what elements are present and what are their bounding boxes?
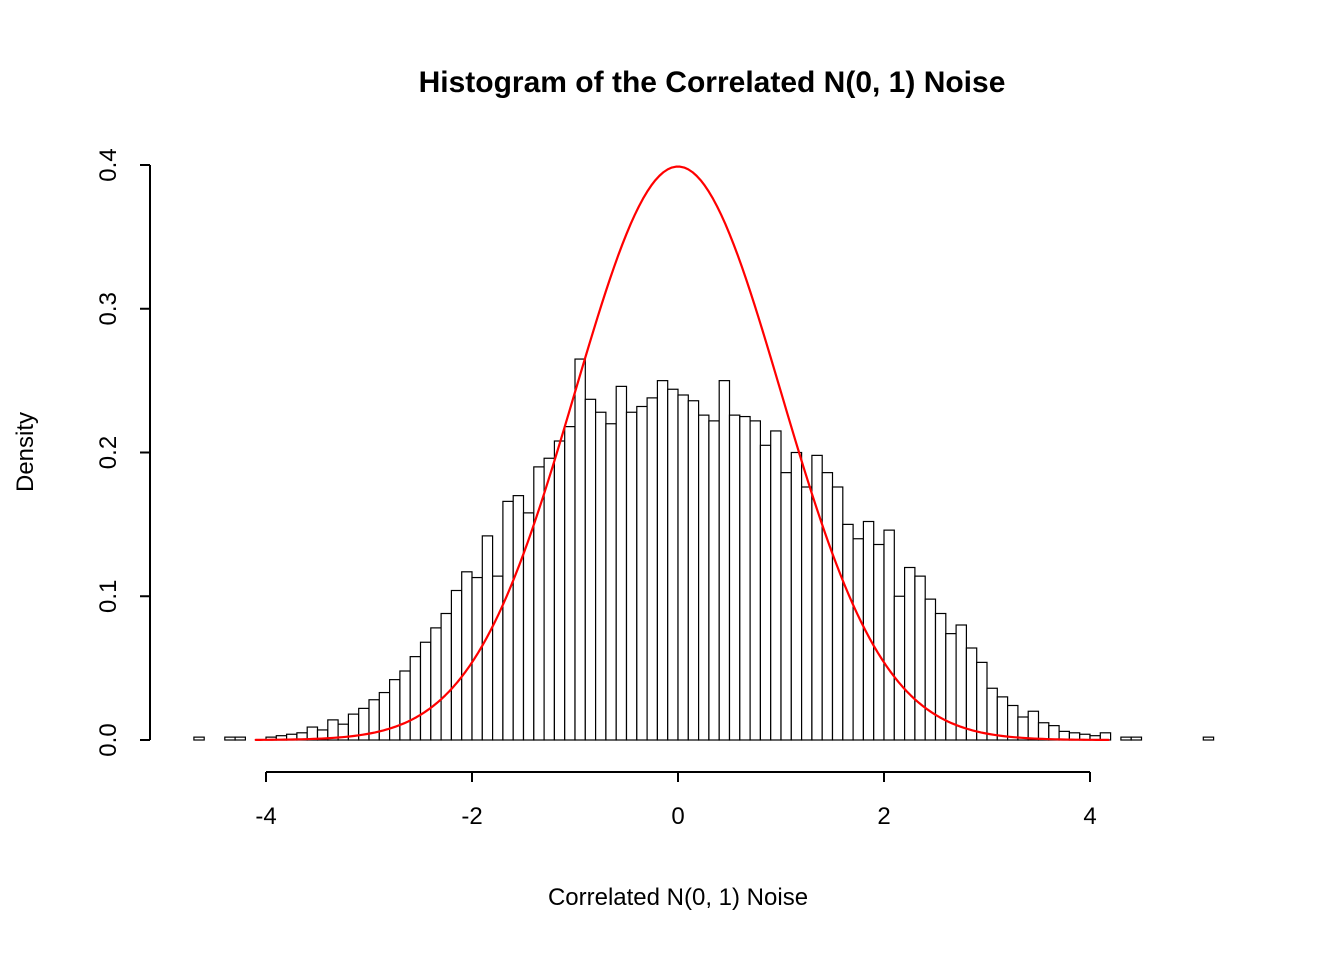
x-tick-label: -4 bbox=[255, 803, 276, 830]
histogram-bar bbox=[646, 397, 658, 741]
histogram-bar bbox=[543, 457, 555, 741]
histogram-bar bbox=[976, 661, 988, 741]
histogram-bar bbox=[934, 612, 947, 741]
histogram-bar bbox=[996, 696, 1009, 741]
histogram-bar bbox=[1202, 736, 1215, 741]
x-tick-label: 2 bbox=[877, 803, 890, 830]
histogram-bars bbox=[193, 358, 1215, 741]
histogram-bar bbox=[708, 420, 720, 741]
histogram-bar bbox=[430, 627, 442, 741]
histogram-bar bbox=[636, 405, 648, 741]
histogram-bar bbox=[440, 612, 453, 741]
y-axis: 0.0 0.1 0.2 0.3 0.4 Density bbox=[12, 148, 151, 757]
x-tick-label: -2 bbox=[461, 803, 482, 830]
histogram-bar bbox=[955, 624, 967, 741]
histogram-bar bbox=[687, 400, 700, 741]
histogram-bar bbox=[193, 736, 205, 741]
histogram-bar bbox=[883, 529, 895, 741]
histogram-bar bbox=[728, 414, 741, 741]
histogram-bar bbox=[512, 495, 525, 741]
histogram-bar bbox=[594, 411, 607, 741]
histogram-bar bbox=[914, 575, 926, 741]
histogram-bar bbox=[893, 595, 906, 741]
histogram-bar bbox=[656, 380, 669, 741]
histogram-bar bbox=[718, 380, 731, 741]
chart-title: Histogram of the Correlated N(0, 1) Nois… bbox=[419, 66, 1006, 99]
histogram-bar bbox=[965, 647, 978, 741]
histogram-bar bbox=[615, 385, 628, 741]
histogram-bar bbox=[419, 641, 432, 741]
histogram-bar bbox=[492, 575, 504, 741]
histogram-bar bbox=[1130, 736, 1143, 741]
histogram-bar bbox=[780, 472, 792, 741]
histogram-bar bbox=[749, 420, 761, 741]
histogram-bar bbox=[574, 358, 586, 741]
histogram-bar bbox=[625, 411, 638, 741]
histogram-bar bbox=[409, 656, 422, 741]
histogram-bar bbox=[739, 415, 751, 741]
histogram-bar bbox=[677, 394, 689, 741]
x-tick-label: 0 bbox=[671, 803, 684, 830]
histogram-bar bbox=[1120, 736, 1132, 741]
histogram-bar bbox=[667, 388, 679, 741]
histogram-bar bbox=[1006, 704, 1019, 741]
histogram-bar bbox=[986, 687, 998, 741]
histogram-bar bbox=[790, 451, 803, 741]
histogram-bar bbox=[842, 523, 854, 741]
histogram-bar bbox=[553, 440, 566, 741]
normal-density-curve bbox=[254, 165, 1110, 742]
x-axis: -4 -2 0 2 4 Correlated N(0, 1) Noise bbox=[255, 771, 1097, 911]
histogram-bar bbox=[831, 486, 844, 741]
histogram-bar bbox=[389, 679, 401, 741]
y-tick-label: 0.1 bbox=[95, 580, 122, 613]
histogram-bar bbox=[1027, 710, 1040, 741]
histogram-bar bbox=[852, 538, 864, 741]
x-tick-label: 4 bbox=[1083, 803, 1096, 830]
y-tick-label: 0.4 bbox=[95, 148, 122, 181]
y-tick-label: 0.3 bbox=[95, 292, 122, 325]
histogram-bar bbox=[584, 398, 597, 741]
histogram-bar bbox=[759, 444, 772, 741]
y-axis-title: Density bbox=[12, 412, 39, 492]
histogram-bar bbox=[903, 566, 916, 741]
histogram-bar bbox=[234, 736, 247, 741]
histogram-bar bbox=[800, 486, 813, 741]
y-tick-label: 0.0 bbox=[95, 723, 122, 756]
histogram-bar bbox=[1048, 725, 1060, 741]
y-tick-label: 0.2 bbox=[95, 436, 122, 469]
histogram-bar bbox=[378, 691, 391, 741]
x-axis-title: Correlated N(0, 1) Noise bbox=[548, 884, 808, 911]
histogram-bar bbox=[873, 543, 885, 741]
histogram-bar bbox=[770, 430, 782, 741]
histogram-bar bbox=[605, 423, 617, 741]
histogram-bar bbox=[450, 589, 463, 741]
histogram-bar bbox=[924, 598, 937, 741]
histogram-bar bbox=[461, 571, 473, 741]
histogram-bar bbox=[1037, 722, 1050, 741]
histogram-bar bbox=[502, 500, 514, 741]
histogram-bar bbox=[564, 426, 576, 741]
histogram-bar bbox=[224, 736, 236, 741]
histogram-bar bbox=[399, 670, 411, 741]
histogram-bar bbox=[697, 414, 710, 741]
histogram-bar bbox=[821, 472, 834, 741]
